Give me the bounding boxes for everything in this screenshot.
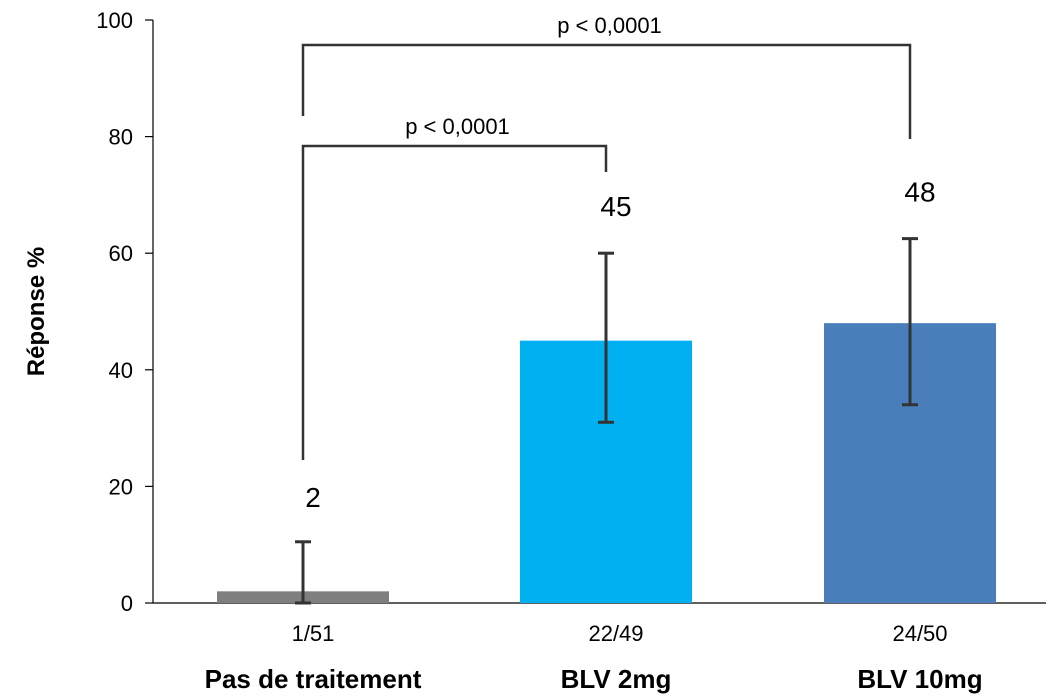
y-tick-label: 100 <box>96 8 133 33</box>
y-tick-label: 0 <box>121 591 133 616</box>
category-label: BLV 2mg <box>561 664 672 694</box>
y-tick-label: 80 <box>109 125 133 150</box>
category-ratio: 1/51 <box>292 621 335 646</box>
axes: 0 20 40 60 80 100 Réponse % <box>23 8 1046 616</box>
category-ratio: 24/50 <box>892 621 947 646</box>
y-tick-label: 20 <box>109 474 133 499</box>
y-tick-label: 60 <box>109 241 133 266</box>
significance-bracket <box>301 144 608 460</box>
data-label: 45 <box>600 191 631 222</box>
significance-bracket <box>301 43 912 139</box>
p-value-label: p < 0,0001 <box>405 114 510 139</box>
category-label: Pas de traitement <box>205 664 422 694</box>
labels: 2 1/51 Pas de traitement 45 22/49 BLV 2mg 48 24… <box>205 177 983 694</box>
y-tick-label: 40 <box>109 358 133 383</box>
category-ratio: 22/49 <box>588 621 643 646</box>
error-bars <box>295 237 918 605</box>
p-value-label: p < 0,0001 <box>557 13 662 38</box>
y-axis-title: Réponse % <box>23 247 50 376</box>
data-label: 2 <box>305 482 321 513</box>
category-label: BLV 10mg <box>857 664 982 694</box>
significance-brackets: p < 0,0001 p < 0,0001 <box>301 13 912 460</box>
data-label: 48 <box>904 177 935 208</box>
